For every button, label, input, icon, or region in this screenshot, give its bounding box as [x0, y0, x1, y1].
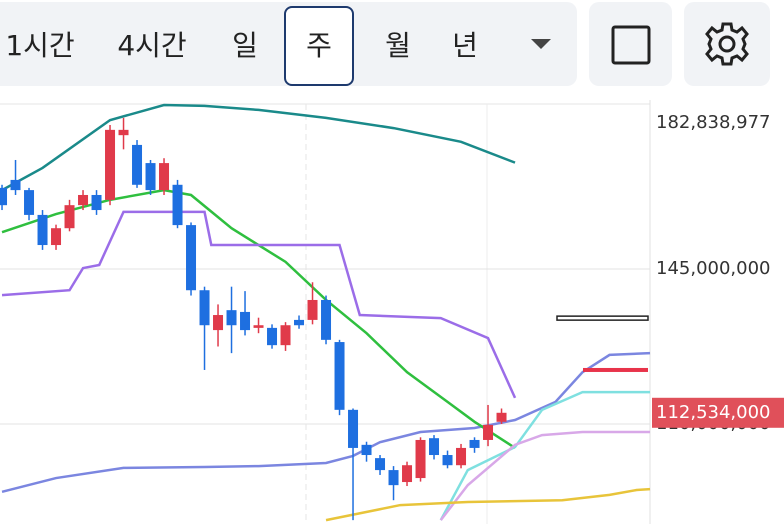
- candle-body: [132, 144, 143, 185]
- candle-body: [118, 129, 129, 136]
- candle-body: [145, 163, 156, 191]
- candle-body: [213, 315, 224, 331]
- interval-tab[interactable]: 1시간: [5, 29, 75, 62]
- candle-body: [348, 409, 359, 448]
- interval-tab[interactable]: 일: [232, 29, 258, 62]
- candle-body: [415, 439, 426, 479]
- candle-body: [361, 444, 372, 456]
- interval-tab[interactable]: 년: [452, 29, 478, 62]
- price-level: [583, 367, 648, 372]
- current-price-label: 112,534,000: [656, 402, 771, 423]
- candle-body: [10, 179, 21, 191]
- candle-body: [78, 194, 89, 206]
- layout-button[interactable]: [589, 2, 672, 86]
- candle-body: [307, 299, 318, 320]
- candle-body: [375, 458, 386, 471]
- candle-body: [24, 190, 35, 215]
- candle-body: [483, 424, 494, 440]
- candle-body: [267, 327, 278, 346]
- candle-body: [321, 299, 332, 340]
- price-level: [556, 315, 649, 321]
- indicator-line: [1, 351, 651, 494]
- candle-body: [186, 225, 197, 291]
- gear-icon: [705, 22, 749, 66]
- candle-body: [442, 455, 453, 466]
- candle-body: [0, 187, 8, 206]
- candle-body: [226, 310, 237, 326]
- candle-body: [199, 290, 210, 326]
- candle-body: [280, 325, 291, 346]
- candle-body: [469, 439, 480, 448]
- candle-body: [253, 325, 264, 328]
- dropdown-arrow[interactable]: [529, 36, 553, 52]
- candle-body: [91, 194, 102, 211]
- indicator-line: [439, 430, 651, 521]
- candle-body: [388, 470, 399, 486]
- candle-body: [240, 311, 251, 331]
- indicator-line: [439, 390, 651, 521]
- current-price-box: [652, 397, 784, 428]
- candle-body: [37, 214, 48, 246]
- candle-body: [64, 205, 75, 229]
- candle-body: [159, 163, 170, 191]
- candle-body: [402, 465, 413, 483]
- indicator-line: [1, 103, 516, 192]
- square-icon: [611, 25, 651, 65]
- indicator-line: [1, 210, 517, 399]
- y-tick-label: 145,000,000: [656, 258, 771, 279]
- interval-tab[interactable]: 4시간: [117, 29, 187, 62]
- candle-body: [456, 447, 467, 466]
- interval-tab[interactable]: 주: [284, 6, 354, 86]
- candle-body: [172, 184, 183, 226]
- settings-button[interactable]: [684, 2, 770, 86]
- candle-body: [429, 438, 440, 456]
- candle-body: [51, 228, 62, 246]
- interval-tab[interactable]: 월: [385, 29, 411, 62]
- interval-bar: 1시간 4시간 일 주 월 년: [0, 2, 577, 86]
- indicator-line: [325, 487, 651, 522]
- high-label: 182,838,977: [656, 112, 771, 133]
- candle-body: [496, 412, 507, 422]
- candle-body: [294, 319, 305, 326]
- candle-body: [334, 342, 345, 410]
- candle-body: [105, 129, 116, 200]
